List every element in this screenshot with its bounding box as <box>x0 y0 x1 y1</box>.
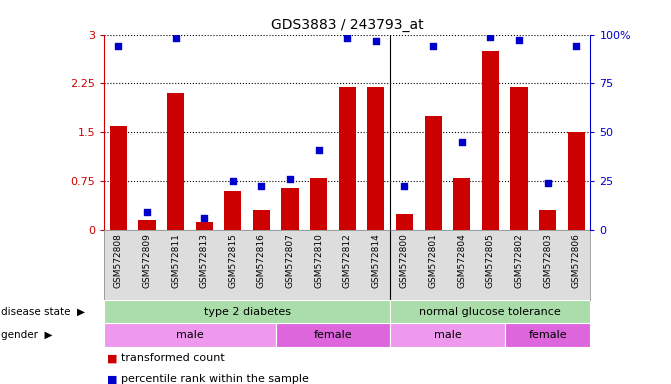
Point <box>571 43 582 50</box>
Text: GSM572802: GSM572802 <box>515 233 523 288</box>
Bar <box>110 126 127 230</box>
Bar <box>104 300 390 323</box>
Text: GSM572807: GSM572807 <box>285 233 295 288</box>
Bar <box>511 87 527 230</box>
Point <box>199 215 209 221</box>
Bar <box>104 323 276 347</box>
Bar <box>310 178 327 230</box>
Text: GSM572806: GSM572806 <box>572 233 580 288</box>
Bar <box>505 323 590 347</box>
Point <box>285 176 295 182</box>
Bar <box>138 220 156 230</box>
Text: GSM572811: GSM572811 <box>171 233 180 288</box>
Text: GSM572813: GSM572813 <box>200 233 209 288</box>
Text: GSM572801: GSM572801 <box>429 233 437 288</box>
Point <box>456 139 467 145</box>
Text: transformed count: transformed count <box>121 353 225 363</box>
Point <box>113 43 123 50</box>
Text: GSM572816: GSM572816 <box>257 233 266 288</box>
Text: female: female <box>528 330 567 340</box>
Text: GSM572815: GSM572815 <box>228 233 238 288</box>
Text: gender  ▶: gender ▶ <box>1 330 52 340</box>
Point <box>485 33 496 40</box>
Text: GSM572812: GSM572812 <box>343 233 352 288</box>
Point <box>427 43 438 50</box>
Text: ■: ■ <box>107 374 118 384</box>
Text: GSM572808: GSM572808 <box>114 233 123 288</box>
Text: male: male <box>176 330 204 340</box>
Text: male: male <box>433 330 461 340</box>
Point <box>313 147 324 154</box>
Point <box>256 182 267 189</box>
Point <box>399 182 410 189</box>
Bar <box>539 210 556 230</box>
Text: GSM572810: GSM572810 <box>314 233 323 288</box>
Point <box>170 35 181 41</box>
Text: percentile rank within the sample: percentile rank within the sample <box>121 374 309 384</box>
Text: normal glucose tolerance: normal glucose tolerance <box>419 307 561 317</box>
Bar <box>281 188 299 230</box>
Bar <box>482 51 499 230</box>
Text: GSM572809: GSM572809 <box>142 233 152 288</box>
Title: GDS3883 / 243793_at: GDS3883 / 243793_at <box>271 18 423 32</box>
Point <box>227 178 238 184</box>
Point <box>513 37 524 43</box>
Text: GSM572804: GSM572804 <box>457 233 466 288</box>
Bar <box>253 210 270 230</box>
Point <box>342 35 353 41</box>
Text: GSM572800: GSM572800 <box>400 233 409 288</box>
Point <box>370 38 381 44</box>
Text: ■: ■ <box>107 353 118 363</box>
Text: GSM572803: GSM572803 <box>543 233 552 288</box>
Bar <box>224 191 242 230</box>
Bar <box>390 300 590 323</box>
Bar <box>195 222 213 230</box>
Point <box>142 209 152 215</box>
Point <box>542 180 553 186</box>
Bar <box>390 323 505 347</box>
Text: type 2 diabetes: type 2 diabetes <box>203 307 291 317</box>
Text: GSM572814: GSM572814 <box>371 233 380 288</box>
Text: disease state  ▶: disease state ▶ <box>1 307 85 317</box>
Bar <box>396 214 413 230</box>
Bar <box>425 116 442 230</box>
Bar <box>339 87 356 230</box>
Text: GSM572805: GSM572805 <box>486 233 495 288</box>
Bar <box>367 87 384 230</box>
Bar <box>276 323 390 347</box>
Bar <box>568 132 584 230</box>
Bar <box>453 178 470 230</box>
Bar <box>167 93 184 230</box>
Text: female: female <box>313 330 352 340</box>
